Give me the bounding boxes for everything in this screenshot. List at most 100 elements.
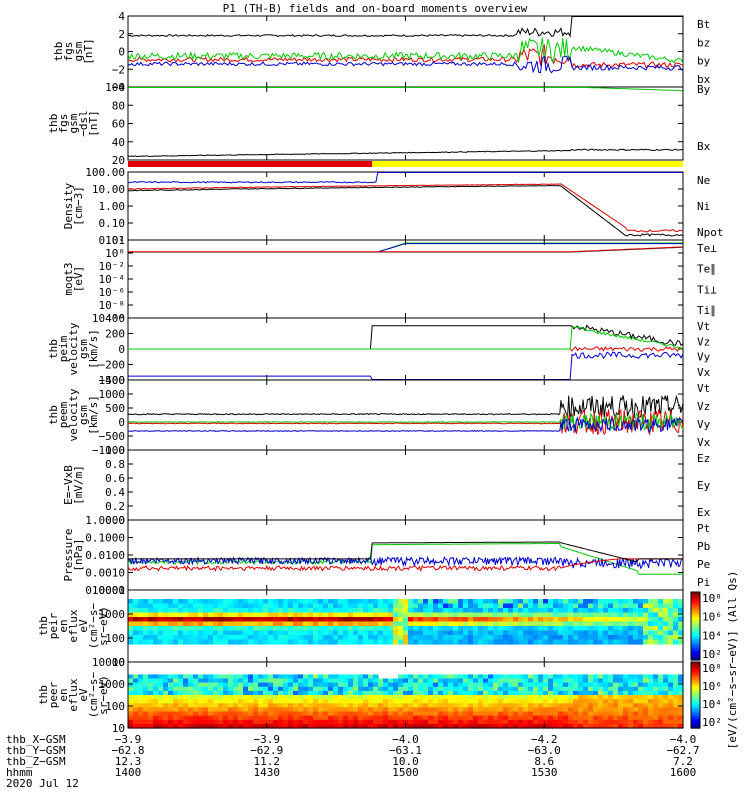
spectro-cell [433, 682, 439, 688]
spectro-cell [128, 678, 134, 684]
spectro-cell [433, 626, 439, 632]
spectro-cell [318, 686, 324, 692]
spectro-cell [653, 674, 659, 680]
spectro-cell [553, 621, 559, 627]
spectro-cell [538, 599, 544, 605]
spectro-cell [618, 617, 624, 623]
spectro-cell [238, 603, 244, 609]
spectro-cell [498, 599, 504, 605]
spectro-cell [188, 678, 194, 684]
spectro-cell [608, 699, 614, 704]
spectro-cell [348, 723, 354, 729]
spectro-cell [153, 603, 159, 609]
spectro-cell [138, 630, 144, 636]
spectro-cell [393, 603, 399, 609]
spectro-cell [218, 608, 224, 614]
spectro-cell [273, 635, 279, 641]
spectro-cell [263, 674, 269, 680]
spectro-cell [248, 608, 254, 614]
spectro-cell [563, 690, 569, 696]
spectro-cell [418, 635, 424, 641]
spectro-cell [178, 682, 184, 688]
spectro-cell [393, 719, 399, 725]
spectro-cell [513, 699, 519, 704]
spectro-cell [538, 703, 544, 708]
spectro-cell [588, 617, 594, 623]
spectro-cell [378, 599, 384, 605]
spectro-cell [563, 639, 569, 645]
spectro-cell [243, 617, 249, 623]
colorbar-cell [691, 668, 700, 671]
spectro-cell [488, 612, 494, 618]
spectro-cell [553, 703, 559, 708]
spectro-cell [348, 630, 354, 636]
spectro-cell [273, 682, 279, 688]
spectro-cell [233, 626, 239, 632]
spectro-cell [253, 630, 259, 636]
spectro-cell [268, 690, 274, 696]
spectro-cell [408, 626, 414, 632]
spectro-cell [183, 678, 189, 684]
spectro-cell [348, 678, 354, 684]
spectro-cell [278, 635, 284, 641]
spectro-cell [423, 707, 429, 713]
spectro-cell [633, 711, 639, 717]
spectro-cell [198, 617, 204, 623]
spectro-cell [423, 621, 429, 627]
spectro-cell [288, 678, 294, 684]
spectro-cell [423, 678, 429, 684]
spectro-cell [228, 617, 234, 623]
spectro-cell [153, 703, 159, 708]
spectro-cell [223, 723, 229, 729]
fgs-legend-3: bx [697, 73, 711, 86]
spectro-cell [223, 608, 229, 614]
spectro-cell [313, 699, 319, 704]
spectro-cell [153, 626, 159, 632]
spectro-cell [598, 682, 604, 688]
spectro-cell [213, 617, 219, 623]
spectro-cell [478, 674, 484, 680]
spectro-cell [238, 699, 244, 704]
spectro-cell [343, 612, 349, 618]
spectro-cell [238, 674, 244, 680]
spectro-cell [428, 674, 434, 680]
spectro-cell [218, 621, 224, 627]
spectro-cell [533, 686, 539, 692]
spectro-cell [223, 626, 229, 632]
spectro-cell [583, 617, 589, 623]
fgs-dsl-ytick-label: 80 [112, 99, 125, 112]
spectro-cell [153, 699, 159, 704]
spectro-cell [323, 690, 329, 696]
spectro-cell [303, 621, 309, 627]
spectro-cell [353, 603, 359, 609]
spectro-cell [533, 621, 539, 627]
spectro-cell [148, 686, 154, 692]
spectro-cell [213, 690, 219, 696]
spectro-cell [298, 603, 304, 609]
spectro-cell [453, 626, 459, 632]
spectro-cell [658, 599, 664, 605]
colorbar-cell [691, 622, 700, 625]
spectro-cell [498, 682, 504, 688]
spectro-cell [158, 639, 164, 645]
spectro-cell [503, 695, 509, 700]
spectro-cell [513, 621, 519, 627]
spectro-cell [648, 603, 654, 609]
spectro-cell [618, 678, 624, 684]
spectro-cell [183, 599, 189, 605]
spectro-cell [583, 715, 589, 721]
spectro-cell [413, 699, 419, 704]
spectro-cell [578, 711, 584, 717]
spectro-cell [238, 711, 244, 717]
spectro-cell [163, 599, 169, 605]
spectro-cell [423, 608, 429, 614]
spectro-cell [473, 599, 479, 605]
spectro-cell [468, 599, 474, 605]
spectro-cell [563, 699, 569, 704]
spectro-cell [438, 719, 444, 725]
spectro-cell [568, 603, 574, 609]
spectro-cell [623, 626, 629, 632]
spectro-cell [238, 626, 244, 632]
spectro-cell [358, 715, 364, 721]
spectro-cell [293, 639, 299, 645]
